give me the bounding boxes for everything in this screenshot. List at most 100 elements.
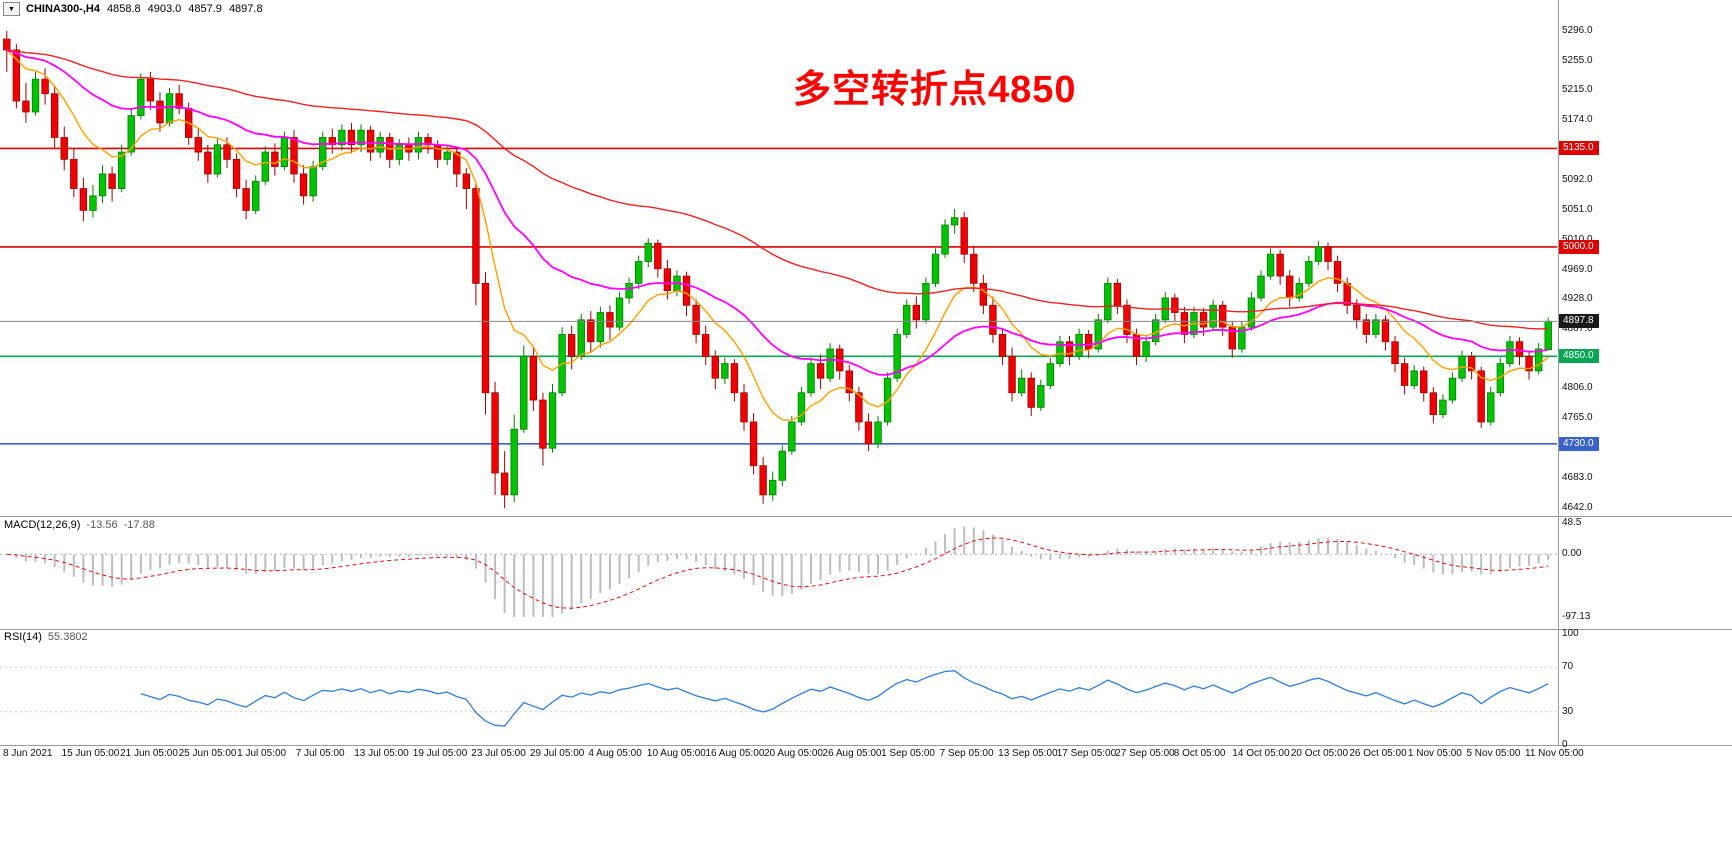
candle-body bbox=[1410, 370, 1418, 386]
time-axis-label: 13 Jul 05:00 bbox=[354, 748, 409, 759]
candle-body bbox=[280, 137, 289, 168]
level-price-label: 4730.0 bbox=[1559, 436, 1599, 451]
candle-body bbox=[500, 472, 509, 496]
price-axis-tick: 4969.0 bbox=[1562, 263, 1593, 275]
time-axis-label: 26 Aug 05:00 bbox=[822, 748, 882, 759]
candle-body bbox=[989, 304, 997, 335]
time-axis-label: 8 Oct 05:00 bbox=[1173, 748, 1226, 759]
candle-body bbox=[1324, 246, 1332, 262]
symbol-timeframe-label: CHINA300-,H4 bbox=[26, 3, 100, 15]
time-axis-label: 19 Jul 05:00 bbox=[412, 748, 468, 759]
macd-signal-line bbox=[6, 537, 1549, 609]
candle-body bbox=[1333, 261, 1342, 284]
candle-body bbox=[117, 151, 126, 189]
candle-body bbox=[1525, 355, 1533, 372]
candle-body bbox=[1439, 399, 1447, 416]
candle-body bbox=[194, 137, 202, 153]
candle-body bbox=[1314, 246, 1323, 262]
candle-body bbox=[682, 275, 691, 306]
candle-body bbox=[472, 188, 480, 284]
candle-body bbox=[127, 115, 135, 153]
candle-body bbox=[60, 137, 68, 160]
candle-body bbox=[1400, 363, 1409, 386]
rsi-name: RSI(14) bbox=[4, 631, 42, 643]
candle-body bbox=[98, 173, 107, 197]
time-axis-label: 11 Nov 05:00 bbox=[1525, 748, 1584, 759]
candle-body bbox=[1544, 320, 1552, 351]
rsi-group bbox=[0, 666, 1557, 727]
candle-body bbox=[79, 188, 88, 211]
price-axis-tick: 5010.0 bbox=[1562, 234, 1593, 245]
time-axis-label: 17 Sep 05:00 bbox=[1056, 748, 1117, 759]
time-axis-label: 5 Nov 05:00 bbox=[1466, 748, 1521, 759]
time-axis-label: 20 Oct 05:00 bbox=[1290, 748, 1349, 759]
horizontal-levels-group bbox=[0, 147, 1557, 445]
candle-body bbox=[1534, 348, 1543, 372]
candle-body bbox=[89, 195, 97, 211]
candle-body bbox=[663, 268, 672, 292]
candle-body bbox=[261, 151, 269, 182]
candle-body bbox=[1353, 304, 1361, 321]
time-axis-label: 27 Sep 05:00 bbox=[1115, 748, 1175, 759]
symbol-info-bar: ▼ CHINA300-,H4 4858.8 4903.0 4857.9 4897… bbox=[3, 2, 270, 16]
candle-body bbox=[242, 188, 250, 211]
candle-body bbox=[108, 173, 116, 189]
time-axis-label: 1 Sep 05:00 bbox=[881, 748, 935, 759]
candle-body bbox=[453, 151, 461, 175]
candle-body bbox=[711, 355, 719, 379]
price-axis-tick: 4765.0 bbox=[1562, 412, 1593, 424]
candle-body bbox=[165, 93, 174, 124]
rsi-axis-tick: 70 bbox=[1562, 661, 1574, 673]
candle-body bbox=[1199, 312, 1208, 328]
chart-collapse-button[interactable]: ▼ bbox=[3, 2, 20, 16]
candle-body bbox=[1171, 297, 1179, 313]
candle-body bbox=[1295, 282, 1303, 299]
price-axis-tick: 4928.0 bbox=[1562, 293, 1593, 305]
candle-body bbox=[1113, 282, 1122, 306]
candle-body bbox=[702, 334, 710, 357]
candle-body bbox=[366, 129, 375, 153]
time-axis-label: 7 Sep 05:00 bbox=[939, 748, 994, 759]
price-axis-tick: 4806.0 bbox=[1562, 382, 1593, 394]
candle-body bbox=[654, 242, 662, 270]
candle-body bbox=[749, 421, 758, 467]
level-price-label: 5135.0 bbox=[1559, 141, 1599, 156]
time-axis-label: 29 Jul 05:00 bbox=[529, 748, 585, 759]
candle-body bbox=[615, 297, 624, 328]
candle-body bbox=[1276, 253, 1284, 277]
candle-body bbox=[759, 465, 767, 496]
candle-body bbox=[826, 348, 834, 379]
candle-body bbox=[22, 100, 30, 113]
candle-body bbox=[1257, 275, 1265, 299]
macd-axis-tick: -97.13 bbox=[1562, 611, 1591, 622]
candle-body bbox=[644, 242, 652, 262]
price-axis-tick: 5255.0 bbox=[1562, 54, 1593, 66]
candle-body bbox=[740, 392, 748, 423]
quote-close: 4897.8 bbox=[228, 3, 263, 15]
candle-body bbox=[204, 151, 212, 175]
candle-body bbox=[41, 78, 49, 95]
candle-body bbox=[1084, 334, 1093, 350]
price-axis-tick: 4683.0 bbox=[1562, 472, 1593, 484]
candle-body bbox=[855, 392, 863, 423]
candle-body bbox=[1477, 370, 1485, 423]
moving-averages-group bbox=[6, 49, 1549, 421]
candle-body bbox=[1506, 341, 1514, 364]
candle-body bbox=[347, 129, 356, 146]
candle-body bbox=[156, 100, 164, 124]
candle-body bbox=[606, 312, 614, 328]
candle-body bbox=[950, 217, 959, 226]
rsi-line bbox=[140, 670, 1549, 727]
candle-body bbox=[223, 144, 231, 160]
macd-axis-tick: 0.00 bbox=[1562, 548, 1582, 560]
time-axis-label: 20 Aug 05:00 bbox=[764, 748, 823, 759]
candle-body bbox=[1448, 377, 1457, 401]
quote-low: 4857.9 bbox=[188, 3, 222, 15]
candle-body bbox=[1429, 392, 1438, 416]
candle-body bbox=[788, 421, 796, 452]
candle-body bbox=[137, 78, 145, 117]
candle-body bbox=[596, 312, 605, 343]
quote-open: 4858.8 bbox=[106, 3, 141, 15]
candle-body bbox=[3, 38, 11, 51]
